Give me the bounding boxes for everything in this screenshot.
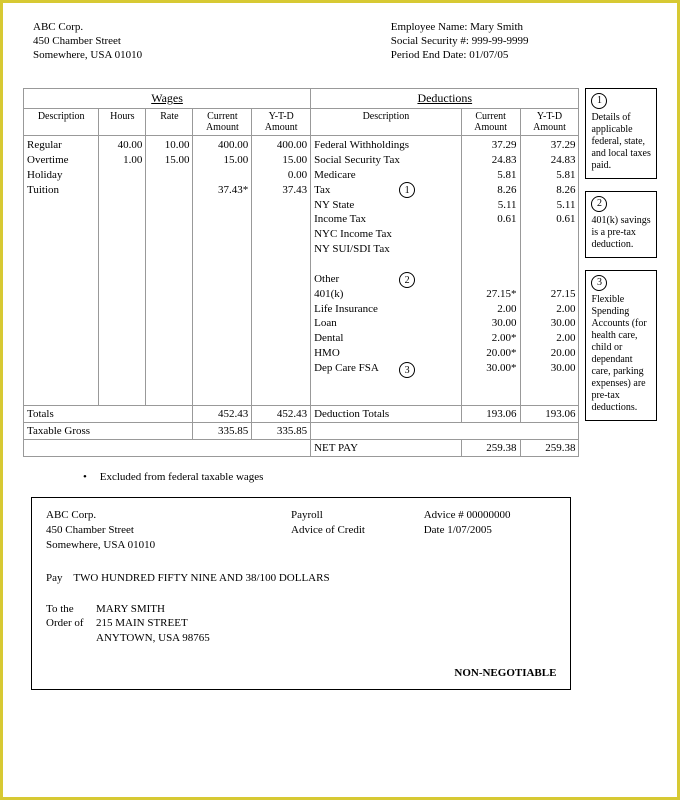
pay-line: Pay TWO HUNDRED FIFTY NINE AND 38/100 DO…	[46, 571, 556, 586]
emp-name: Mary Smith	[470, 21, 523, 33]
paystub-document: ABC Corp. 450 Chamber Street Somewhere, …	[0, 0, 680, 800]
ded-total-ytd: 193.06	[520, 406, 579, 423]
col-hours: Hours	[99, 109, 146, 136]
ded-totals-label: Deduction Totals	[311, 406, 462, 423]
note-3: 3 Flexible Spending Accounts (for health…	[585, 270, 657, 421]
note-2: 2 401(k) savings is a pre-tax deduction.	[585, 191, 657, 258]
netpay-label: NET PAY	[311, 440, 462, 457]
ded-ytd-col: 37.2924.83 5.818.26 5.110.61 27.152.00 3…	[520, 136, 579, 406]
check-company: ABC Corp. 450 Chamber Street Somewhere, …	[46, 508, 291, 553]
note-1: 1 Details of applicable federal, state, …	[585, 88, 657, 179]
col-ytd-amt: Y-T-DAmount	[252, 109, 311, 136]
col-rate: Rate	[146, 109, 193, 136]
company-street: 450 Chamber Street	[33, 35, 391, 49]
company-city: Somewhere, USA 01010	[33, 49, 391, 63]
employee-info: Employee Name: Mary Smith Social Securit…	[391, 21, 657, 62]
check-payroll: Payroll Advice of Credit	[291, 508, 424, 553]
wages-hours-col: 40.001.00	[99, 136, 146, 406]
col-ded-ytd: Y-T-DAmount	[520, 109, 579, 136]
note-3-icon: 3	[591, 275, 607, 291]
wages-total-ytd: 452.43	[252, 406, 311, 423]
check-stub: ABC Corp. 450 Chamber Street Somewhere, …	[31, 497, 571, 690]
ded-total-curr: 193.06	[461, 406, 520, 423]
period-value: 01/07/05	[469, 49, 508, 61]
taxable-label: Taxable Gross	[24, 423, 193, 440]
col-desc: Description	[24, 109, 99, 136]
wages-rate-col: 10.0015.00	[146, 136, 193, 406]
wages-ytd-col: 400.0015.00 0.0037.43	[252, 136, 311, 406]
wages-heading: Wages	[24, 89, 311, 109]
check-advice: Advice # 00000000 Date 1/07/2005	[424, 508, 557, 553]
col-curr-amt: CurrentAmount	[193, 109, 252, 136]
taxable-ytd: 335.85	[252, 423, 311, 440]
bullet-icon: •	[83, 471, 97, 483]
totals-label: Totals	[24, 406, 193, 423]
callout-notes: 1 Details of applicable federal, state, …	[585, 88, 657, 690]
netpay-ytd: 259.38	[520, 440, 579, 457]
note-1-text: Details of applicable federal, state, an…	[591, 112, 651, 172]
note-2-icon: 2	[591, 196, 607, 212]
header: ABC Corp. 450 Chamber Street Somewhere, …	[23, 21, 657, 62]
col-ded-curr: CurrentAmount	[461, 109, 520, 136]
ssn-label: Social Security #:	[391, 35, 469, 47]
ded-curr-col: 37.2924.83 5.818.26 5.110.61 27.15*2.00 …	[461, 136, 520, 406]
note-2-text: 401(k) savings is a pre-tax deduction.	[591, 215, 651, 251]
taxable-curr: 335.85	[193, 423, 252, 440]
col-ded-desc: Description	[311, 109, 462, 136]
period-label: Period End Date:	[391, 49, 467, 61]
non-negotiable: NON-NEGOTIABLE	[46, 666, 556, 681]
company-address: ABC Corp. 450 Chamber Street Somewhere, …	[23, 21, 391, 62]
wages-curr-col: 400.0015.00 37.43*	[193, 136, 252, 406]
company-name: ABC Corp.	[33, 21, 391, 35]
ded-desc-col: Federal WithholdingsSocial Security Tax …	[311, 136, 462, 406]
ssn-value: 999-99-9999	[472, 35, 529, 47]
payee-block: To the Order of MARY SMITH 215 MAIN STRE…	[46, 602, 556, 647]
callout-3-icon: 3	[399, 362, 415, 378]
wages-total-curr: 452.43	[193, 406, 252, 423]
note-1-icon: 1	[591, 93, 607, 109]
wages-desc-col: RegularOvertime HolidayTuition	[24, 136, 99, 406]
deductions-heading: Deductions	[311, 89, 579, 109]
emp-name-label: Employee Name:	[391, 21, 468, 33]
note-3-text: Flexible Spending Accounts (for health c…	[591, 294, 651, 414]
netpay-curr: 259.38	[461, 440, 520, 457]
paystub-table: Wages Deductions Description Hours Rate …	[23, 88, 579, 457]
footnote: • Excluded from federal taxable wages	[83, 471, 579, 483]
